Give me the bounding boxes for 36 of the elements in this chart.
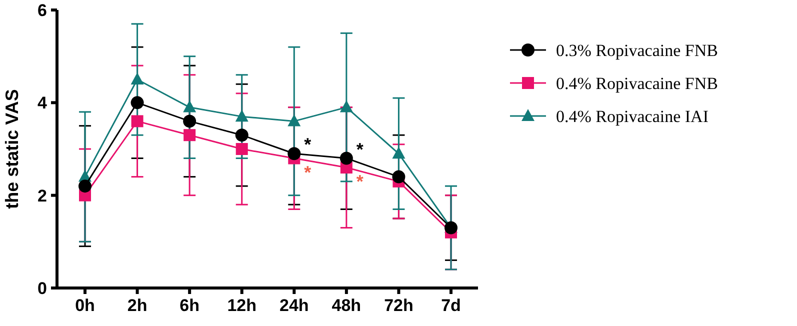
point [184, 129, 196, 142]
point [183, 114, 196, 128]
point [288, 147, 301, 160]
point [78, 180, 92, 193]
y-tick-label: 6 [38, 0, 47, 20]
point [130, 72, 144, 84]
x-tick-label: 0h [75, 296, 95, 315]
annotation: * [304, 162, 312, 182]
x-tick-label: 24h [279, 296, 309, 315]
annotation: * [304, 134, 312, 155]
point [340, 100, 353, 112]
x-tick-label: 72h [384, 296, 414, 315]
point [340, 152, 353, 165]
point [131, 115, 144, 128]
legend-label: 0.4% Ropivacaine FNB [556, 74, 718, 93]
point [130, 96, 144, 110]
annotation: * [356, 172, 364, 192]
y-tick-label: 4 [38, 94, 48, 113]
point [288, 114, 301, 126]
y-tick-label: 2 [38, 186, 47, 206]
legend-label: 0.3% Ropivacaine FNB [556, 40, 718, 60]
legend-label: 0.4% Ropivacaine IAI [556, 106, 709, 126]
point [235, 128, 248, 142]
x-tick-label: 12h [227, 296, 257, 315]
y-axis-title: the static VAS [2, 89, 22, 209]
point [392, 170, 406, 184]
x-tick-label: 6h [180, 296, 200, 315]
annotation: * [356, 139, 364, 160]
point [236, 143, 248, 155]
x-tick-label: 2h [127, 296, 148, 315]
y-tick-label: 0 [38, 278, 47, 298]
x-tick-label: 7d [441, 296, 461, 315]
x-tick-label: 48h [332, 296, 362, 315]
point [183, 100, 196, 112]
point [392, 146, 406, 159]
point [235, 110, 248, 122]
